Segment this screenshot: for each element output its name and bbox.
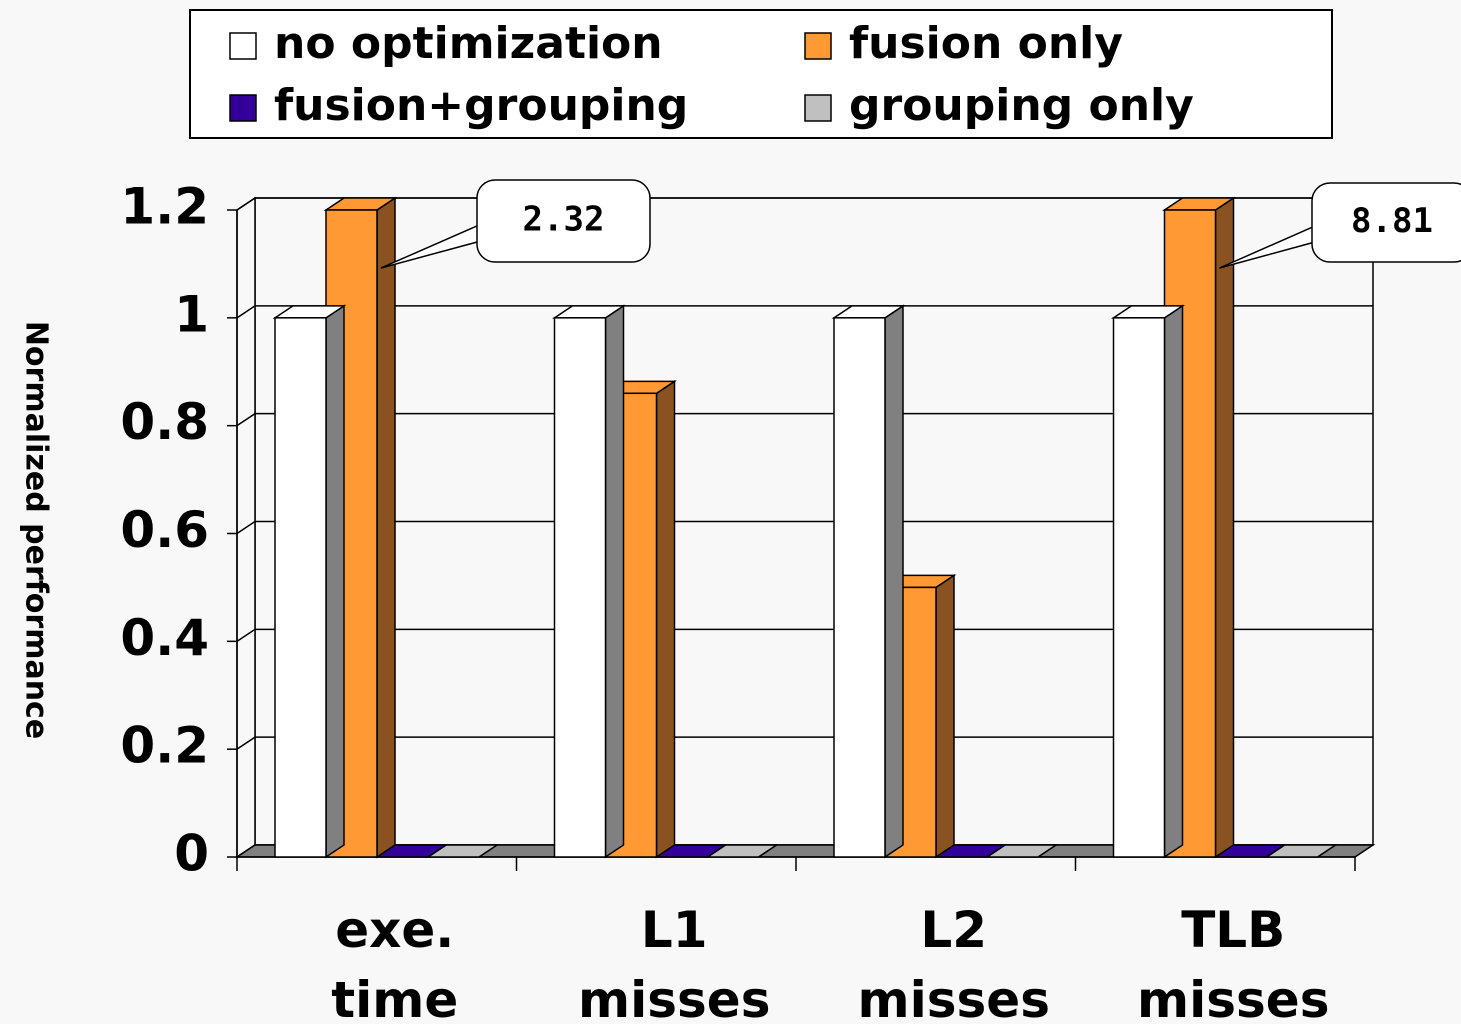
bar-front xyxy=(833,317,886,858)
bar-side xyxy=(325,304,345,859)
bar xyxy=(831,304,906,859)
data-label: 2.32 xyxy=(523,200,605,240)
callout-cover xyxy=(1313,227,1320,242)
grid-line xyxy=(236,412,1373,427)
y-axis-label: Normalized performance xyxy=(19,321,54,739)
grid-line xyxy=(236,520,1373,535)
y-tick-label: 0.8 xyxy=(120,393,209,451)
y-tick-label: 0 xyxy=(174,825,209,883)
grid-line xyxy=(236,197,1373,211)
bar xyxy=(552,304,626,859)
y-tick-label: 0.6 xyxy=(120,501,209,559)
bar-front xyxy=(1112,317,1166,858)
legend-swatch xyxy=(229,94,257,122)
x-tick-label: L2 misses xyxy=(857,901,1050,1024)
bar-side xyxy=(376,196,396,859)
x-tick-label: TLB misses xyxy=(1137,901,1330,1024)
legend-box xyxy=(189,9,1333,139)
bar xyxy=(272,304,347,859)
legend-label: grouping only xyxy=(849,80,1194,131)
grid-line xyxy=(236,628,1373,642)
bar xyxy=(705,844,779,858)
legend-swatch xyxy=(229,32,257,60)
x-tick-label: L1 misses xyxy=(578,901,771,1024)
y-tick-label: 1 xyxy=(174,285,209,343)
y-tick-label: 0.4 xyxy=(120,609,209,667)
callout-cover xyxy=(478,225,485,241)
y-tick-label: 0.2 xyxy=(120,717,209,775)
grid-line xyxy=(236,736,1373,750)
legend-label: fusion+grouping xyxy=(274,80,688,131)
bar-side xyxy=(1214,196,1235,859)
legend-swatch xyxy=(804,94,832,122)
callout-box xyxy=(1311,182,1461,263)
bar-front xyxy=(553,317,607,858)
bar-side xyxy=(655,379,676,859)
data-label: 8.81 xyxy=(1351,201,1433,241)
legend-swatch xyxy=(804,32,832,60)
bar-side xyxy=(1163,304,1184,859)
grid-line xyxy=(236,305,1373,319)
bar-side xyxy=(935,574,955,859)
y-tick-label: 1.2 xyxy=(120,178,209,236)
x-tick-label: exe. time xyxy=(331,901,459,1024)
bar xyxy=(1111,304,1185,859)
bar-front xyxy=(274,317,327,858)
legend-label: fusion only xyxy=(849,18,1123,69)
bar-side xyxy=(604,304,625,859)
legend-label: no optimization xyxy=(274,18,663,69)
bar-side xyxy=(884,304,904,859)
callout-box xyxy=(476,179,651,263)
